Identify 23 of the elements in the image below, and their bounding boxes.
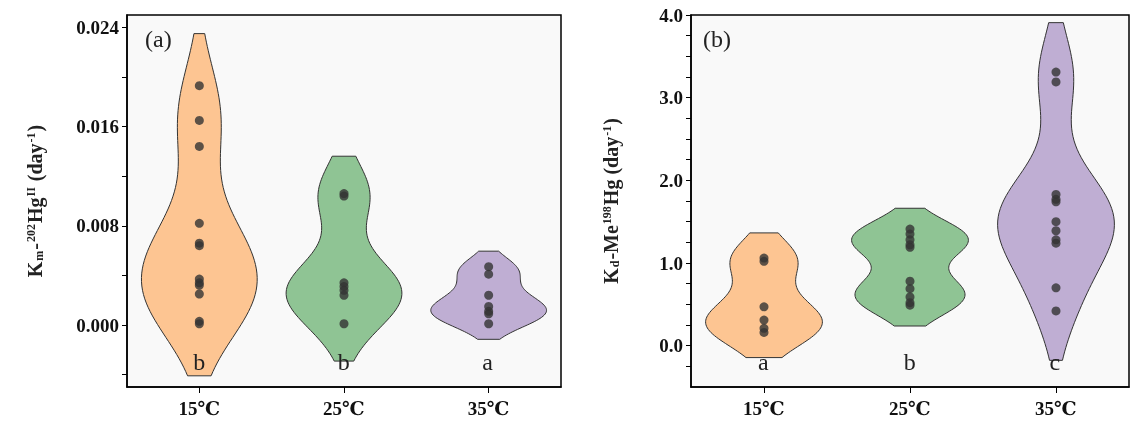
y-tick-label: 3.0 <box>658 87 683 109</box>
annotation: a <box>482 349 494 375</box>
x-tick-label: 15℃ <box>178 398 221 419</box>
chart-title: (b) <box>702 26 731 52</box>
annotation: a <box>757 349 769 375</box>
annotation: b <box>193 349 206 375</box>
x-tick-label: 25℃ <box>323 398 365 419</box>
y-tick-label: 2.0 <box>658 169 683 191</box>
y-tick-label: 1.0 <box>658 252 683 274</box>
annotation: b <box>903 349 916 375</box>
y-tick-label: 0.000 <box>76 314 119 336</box>
x-tick-label: 15℃ <box>742 398 785 419</box>
text: (a) <box>145 26 172 52</box>
y-tick-label: 0.016 <box>76 116 119 138</box>
text: Km-202HgII (day-1) <box>24 124 46 278</box>
y-tick-label: 0.008 <box>76 215 119 237</box>
x-tick-label: 25℃ <box>888 398 931 419</box>
y-axis-title: Kd-Me198Hg (day-1) <box>599 118 623 284</box>
y-tick-label: 4.0 <box>658 4 683 26</box>
y-tick-label: 0.024 <box>76 16 120 38</box>
y-tick-label: 0.0 <box>658 335 683 357</box>
x-tick-label: 35℃ <box>467 398 510 419</box>
x-tick-label: 35℃ <box>1034 398 1077 419</box>
